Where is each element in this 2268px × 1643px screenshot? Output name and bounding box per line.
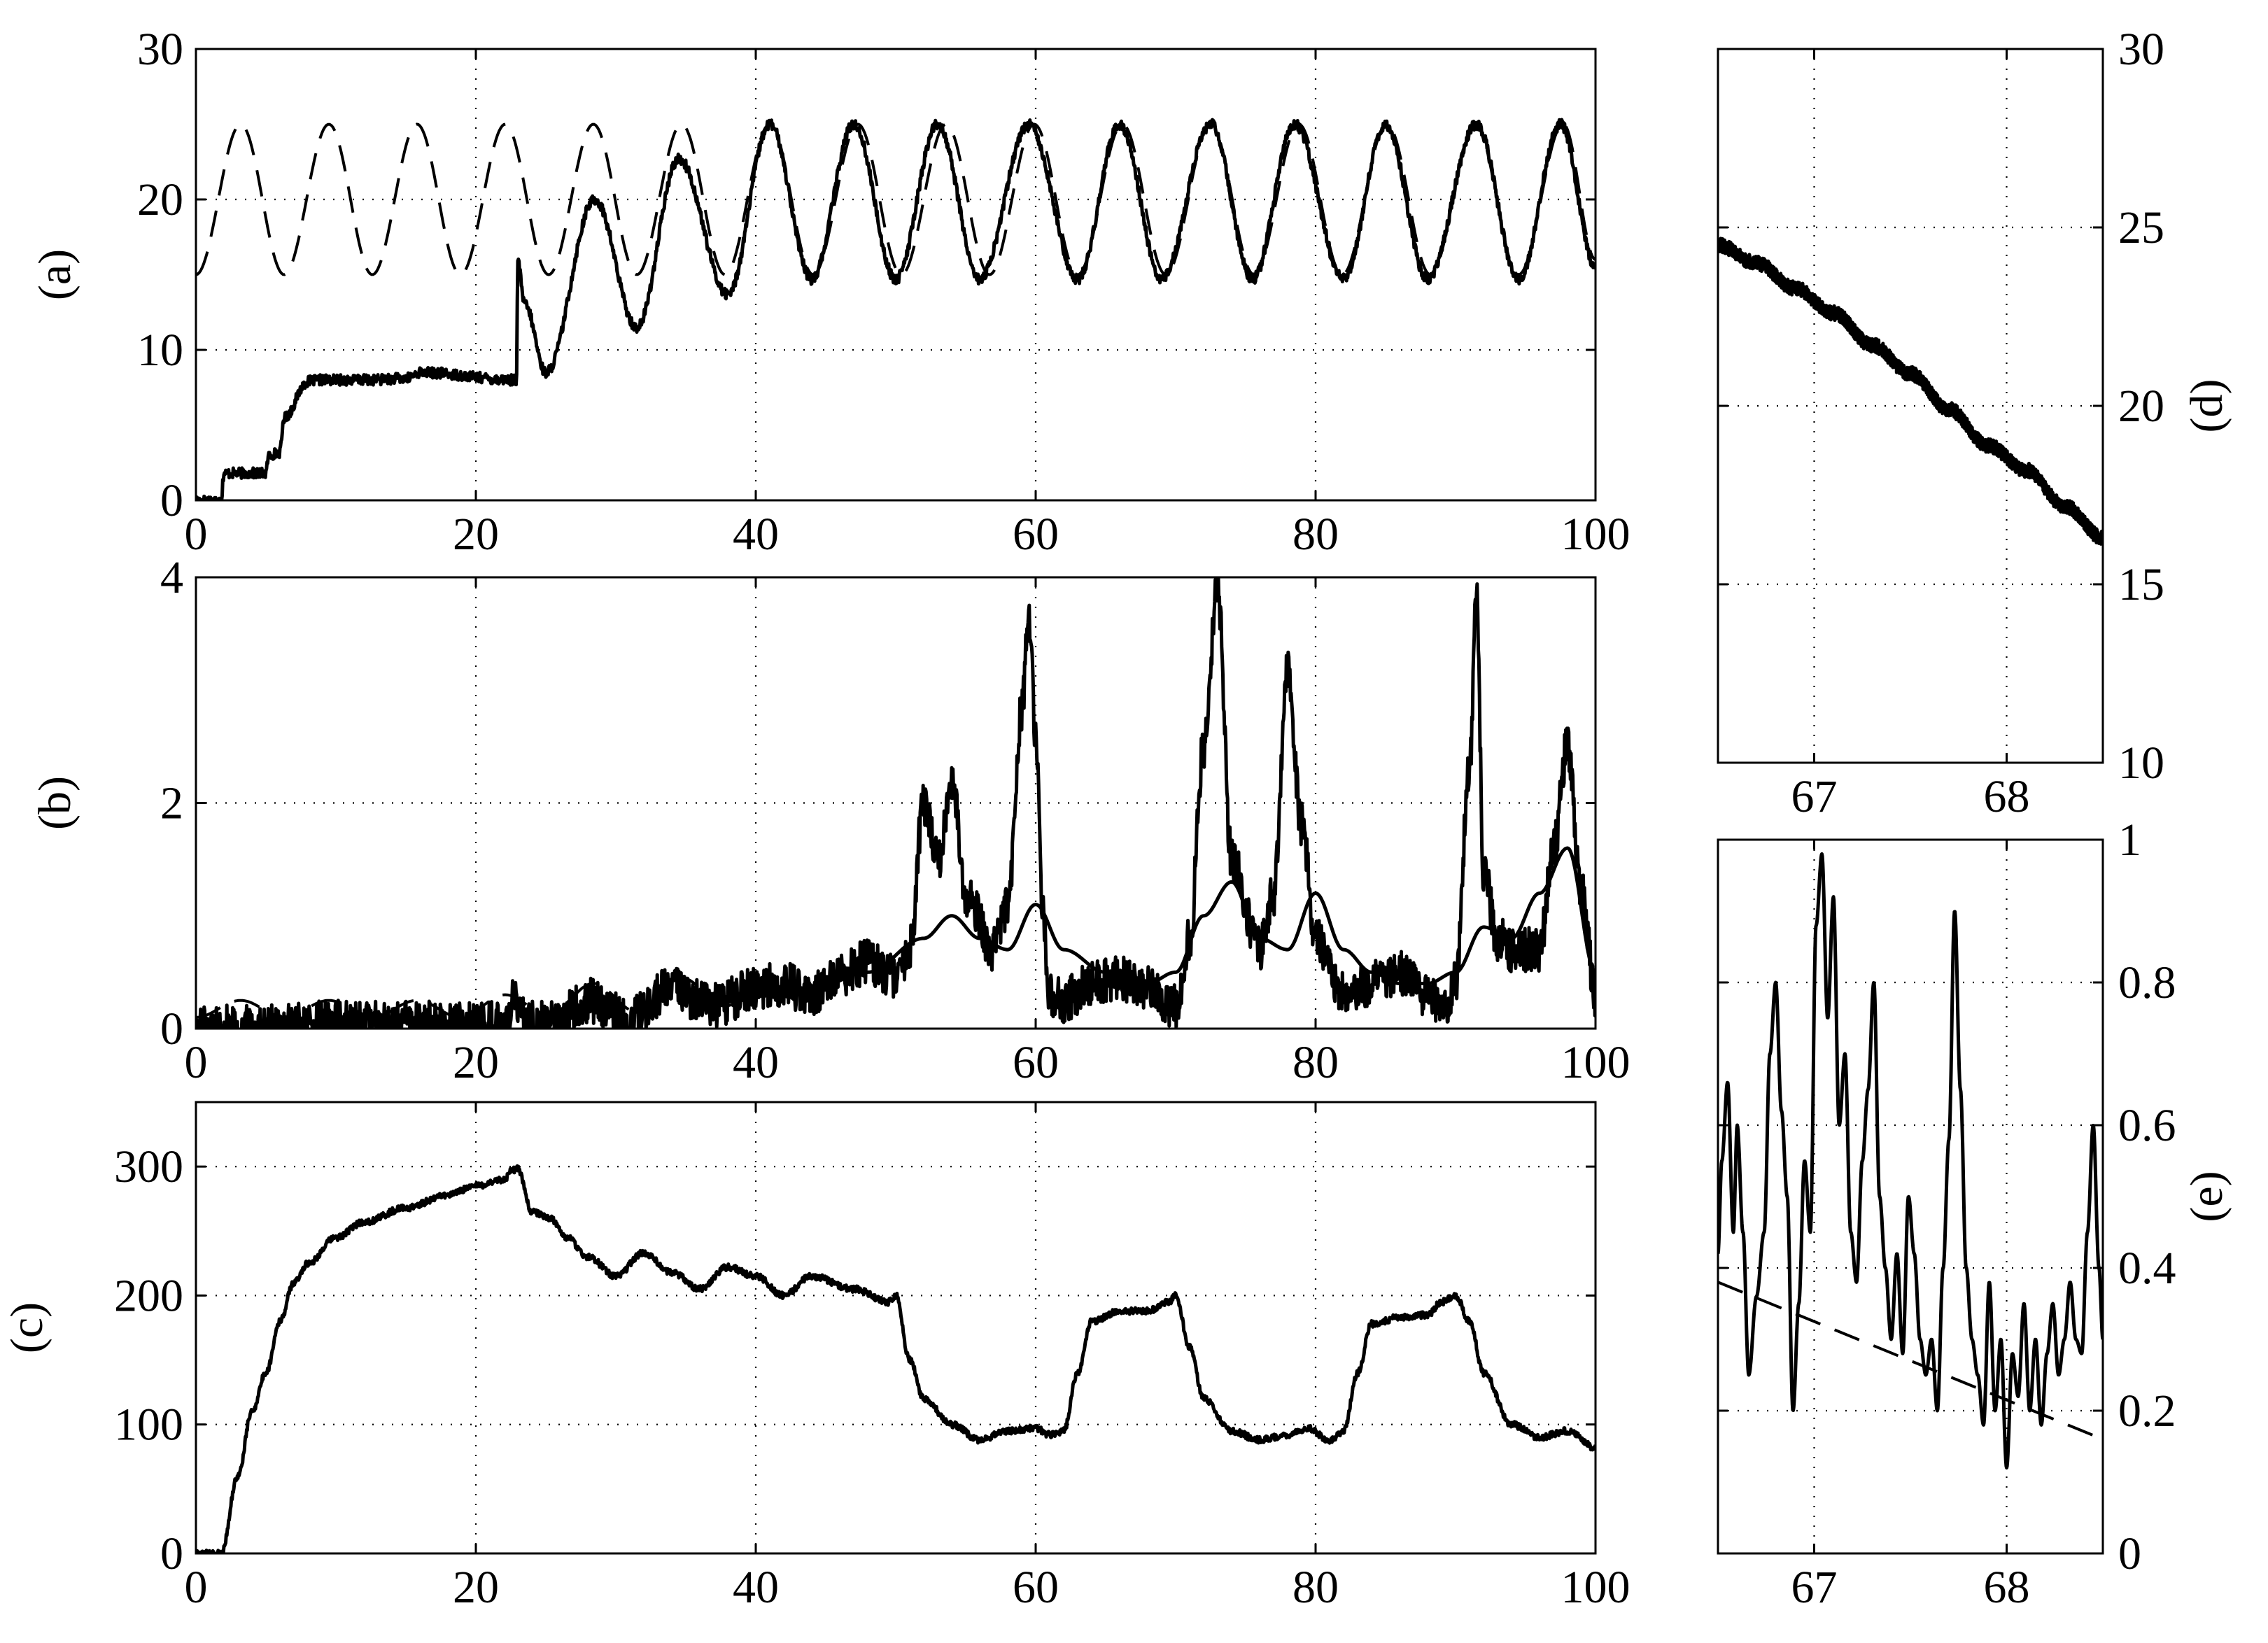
panel-label: (e) — [2181, 1171, 2232, 1222]
panel-d-plot: 67 68 10 15 20 25 30 (d) — [1717, 24, 2232, 822]
panel-c-plot: 0 20 40 60 80 100 0 100 200 300 (c) — [1, 1101, 1630, 1613]
x-tick-label: 0 — [185, 1037, 208, 1088]
y-tick-label: 0.6 — [2118, 1100, 2176, 1151]
y-tick-label: 10 — [2118, 738, 2164, 789]
y-tick-label: 0 — [160, 1528, 183, 1579]
panel-label: (a) — [29, 249, 80, 300]
x-tick-label: 67 — [1791, 1562, 1838, 1613]
series-line-1 — [1718, 852, 2103, 1470]
panel-label: (b) — [29, 776, 80, 830]
x-tick-label: 80 — [1293, 509, 1339, 560]
series-line-2 — [196, 122, 1596, 276]
x-tick-label: 67 — [1791, 771, 1838, 822]
y-tick-label: 15 — [2118, 559, 2164, 610]
y-tick-label: 2 — [160, 778, 183, 829]
x-tick-label: 0 — [185, 1562, 208, 1613]
series-line-1 — [1718, 237, 2103, 546]
y-tick-label: 20 — [137, 174, 183, 225]
x-tick-label: 20 — [453, 509, 499, 560]
x-tick-label: 60 — [1013, 509, 1059, 560]
panel-label: (c) — [1, 1302, 52, 1353]
series-line-3 — [754, 846, 1596, 992]
series-line-1 — [196, 1164, 1596, 1553]
y-tick-label: 30 — [2118, 24, 2164, 75]
panel-e-plot: 67 68 0 0.2 0.4 0.6 0.8 1 (e) — [1717, 815, 2232, 1613]
y-tick-label: 20 — [2118, 381, 2164, 432]
y-tick-label: 100 — [114, 1399, 183, 1451]
panel-a-plot: 0 20 40 60 80 100 0 10 20 30 (a) — [29, 24, 1630, 560]
series-line-1 — [196, 577, 1596, 1029]
plot-frame — [195, 48, 1597, 502]
x-tick-label: 20 — [453, 1562, 499, 1613]
y-tick-label: 10 — [137, 325, 183, 376]
y-tick-label: 0 — [160, 475, 183, 526]
y-tick-label: 0.2 — [2118, 1385, 2176, 1437]
y-tick-label: 0 — [2118, 1528, 2141, 1579]
x-tick-label: 60 — [1013, 1037, 1059, 1088]
x-tick-label: 40 — [733, 1037, 779, 1088]
y-tick-label: 25 — [2118, 202, 2164, 253]
y-tick-label: 30 — [137, 24, 183, 75]
plot-frame — [1717, 838, 2104, 1555]
x-tick-label: 80 — [1293, 1562, 1339, 1613]
series-line-2 — [1718, 1281, 2103, 1441]
x-tick-label: 100 — [1561, 1562, 1630, 1613]
plot-frame — [195, 1101, 1597, 1555]
series-line-2 — [196, 976, 770, 1019]
x-tick-label: 20 — [453, 1037, 499, 1088]
series-line-1 — [196, 118, 1596, 500]
x-tick-label: 40 — [733, 1562, 779, 1613]
y-tick-label: 0 — [160, 1003, 183, 1055]
x-tick-label: 100 — [1561, 509, 1630, 560]
x-tick-label: 68 — [1984, 771, 2030, 822]
x-tick-label: 80 — [1293, 1037, 1339, 1088]
x-tick-label: 40 — [733, 509, 779, 560]
y-tick-label: 0.8 — [2118, 957, 2176, 1008]
x-tick-label: 0 — [185, 509, 208, 560]
y-tick-label: 300 — [114, 1141, 183, 1192]
panel-label: (d) — [2181, 379, 2232, 433]
panel-b-plot: 0 20 40 60 80 100 0 2 4 (b) — [29, 552, 1630, 1088]
y-tick-label: 1 — [2118, 815, 2141, 866]
x-tick-label: 100 — [1561, 1037, 1630, 1088]
y-tick-label: 0.4 — [2118, 1243, 2176, 1294]
x-tick-label: 60 — [1013, 1562, 1059, 1613]
plot-frame — [1717, 48, 2104, 764]
y-tick-label: 4 — [160, 552, 183, 603]
y-tick-label: 200 — [114, 1270, 183, 1321]
x-tick-label: 68 — [1984, 1562, 2030, 1613]
